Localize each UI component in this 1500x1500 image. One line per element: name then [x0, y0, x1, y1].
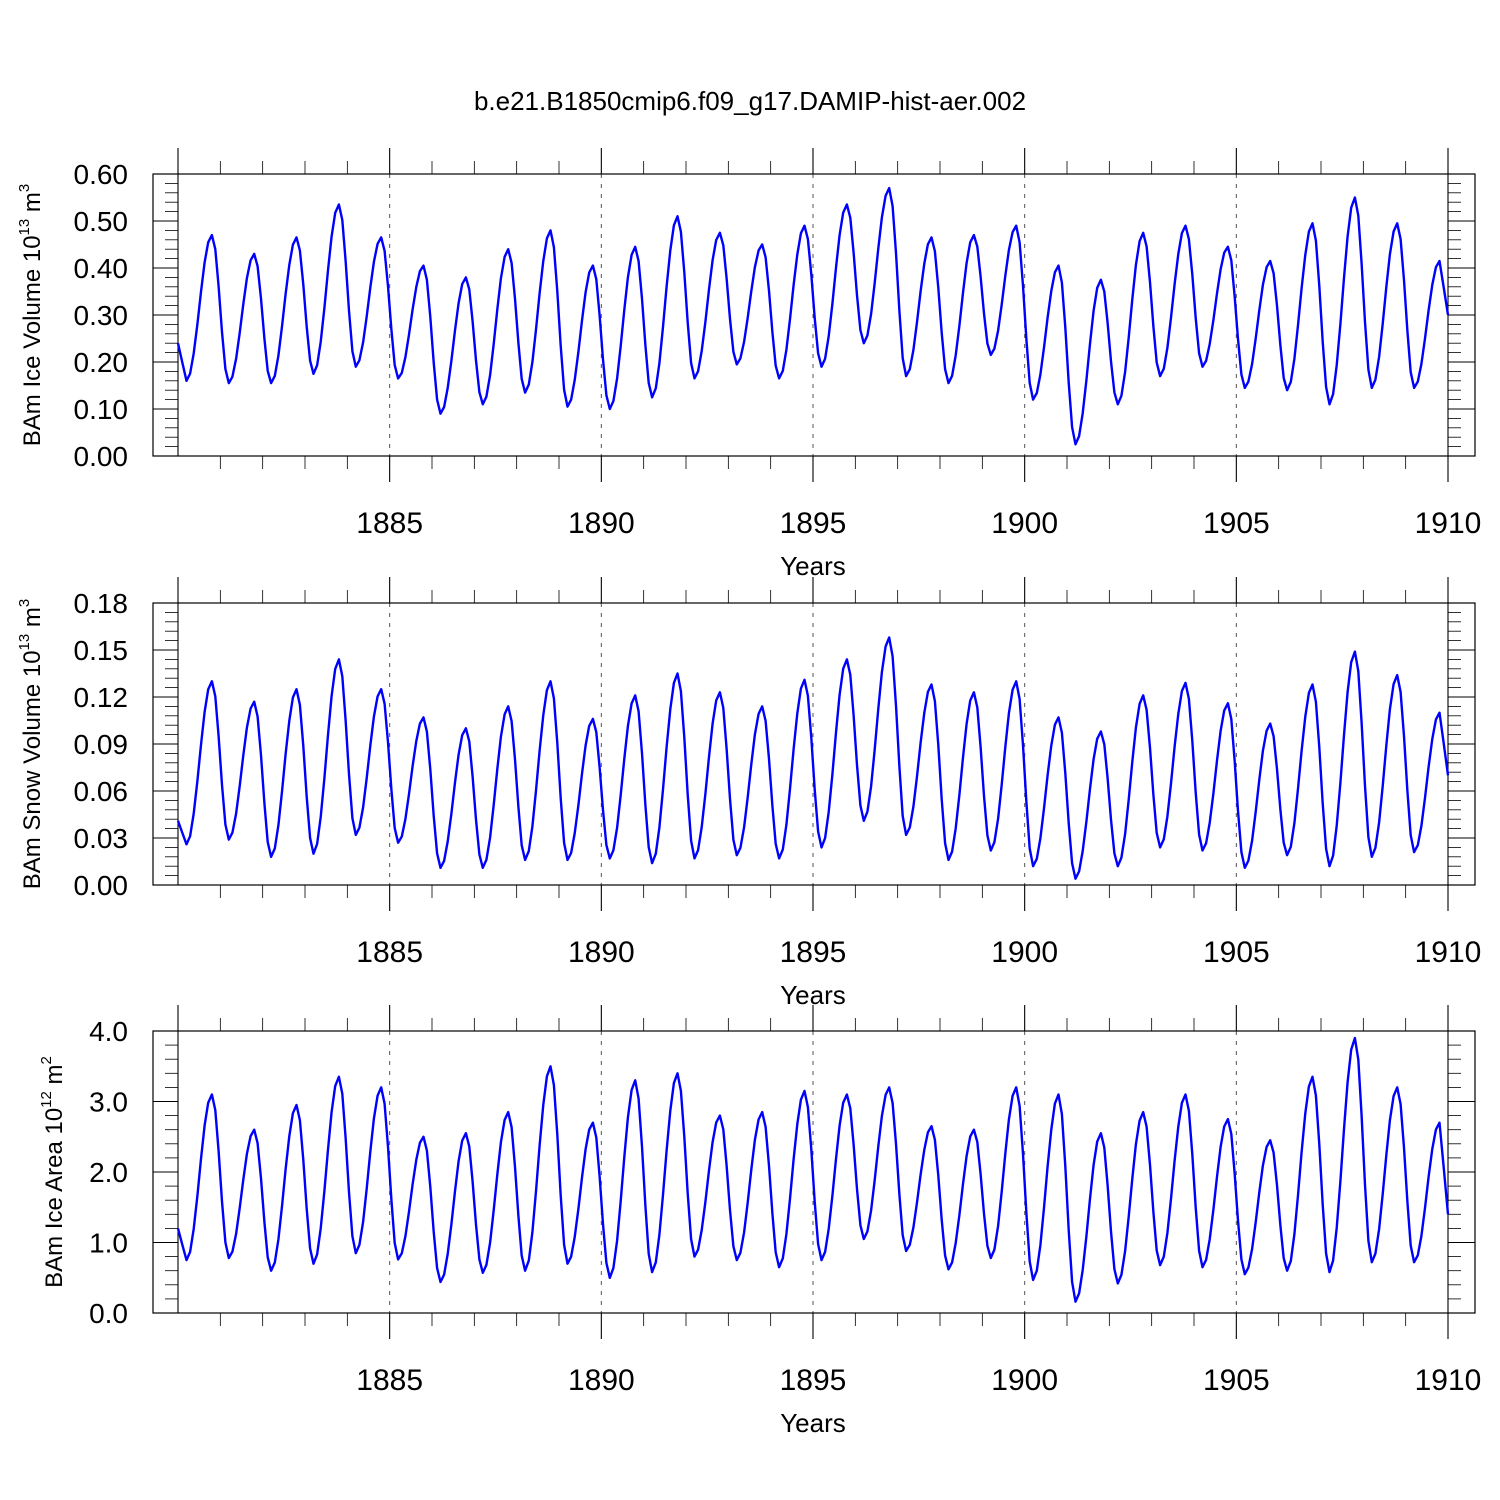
x-tick-label: 1910 [1415, 1364, 1482, 1397]
x-tick-label: 1910 [1415, 507, 1482, 540]
x-tick-label: 1905 [1203, 507, 1270, 540]
y-tick-label: 3.0 [89, 1087, 128, 1118]
y-tick-label: 0.30 [74, 300, 129, 331]
series-line [176, 186, 1450, 446]
x-tick-label: 1890 [568, 507, 635, 540]
y-tick-label: 0.40 [74, 253, 129, 284]
y-tick-label: 0.60 [74, 159, 129, 190]
panel-1: 0.00 0.10 0.20 0.30 0.40 0.50 0.60 1885 1890 1895… [16, 148, 1481, 581]
y-tick-label: 0.00 [74, 870, 129, 901]
x-tick-label: 1895 [780, 1364, 847, 1397]
y-tick-label: 1.0 [89, 1228, 128, 1259]
y-tick-label: 0.0 [89, 1298, 128, 1329]
y-axis-label: BAm Ice Volume 1013 m3 [16, 184, 46, 446]
x-tick-label: 1895 [780, 507, 847, 540]
y-tick-label: 0.50 [74, 206, 129, 237]
x-tick-label: 1900 [991, 936, 1058, 969]
y-tick-label: 0.06 [74, 776, 129, 807]
figure-title: b.e21.B1850cmip6.f09_g17.DAMIP-hist-aer.… [474, 86, 1026, 116]
x-tick-label: 1885 [356, 936, 423, 969]
x-tick-label: 1890 [568, 936, 635, 969]
x-tick-label: 1885 [356, 1364, 423, 1397]
series-line [176, 636, 1450, 880]
y-tick-label: 4.0 [89, 1016, 128, 1047]
y-tick-label: 2.0 [89, 1157, 128, 1188]
x-tick-label: 1905 [1203, 936, 1270, 969]
x-axis-label: Years [780, 551, 846, 581]
y-axis-label: BAm Snow Volume 1013 m3 [16, 599, 46, 890]
plot-frame [152, 602, 1476, 886]
y-tick-label: 0.09 [74, 729, 129, 760]
x-tick-label: 1900 [991, 507, 1058, 540]
panel-2: 0.00 0.03 0.06 0.09 0.12 0.15 0.18 1885 1890 1895… [16, 577, 1481, 1010]
panel-3: 0.0 1.0 2.0 3.0 4.0 1885 1890 1895 1900 1905 1910 Y… [38, 1005, 1481, 1438]
series-line [176, 1036, 1450, 1303]
y-axis-label: BAm Ice Area 1012 m2 [38, 1056, 68, 1288]
x-tick-label: 1900 [991, 1364, 1058, 1397]
x-tick-label: 1895 [780, 936, 847, 969]
y-tick-label: 0.10 [74, 394, 129, 425]
y-tick-label: 0.00 [74, 441, 129, 472]
x-axis-label: Years [780, 1408, 846, 1438]
x-tick-label: 1905 [1203, 1364, 1270, 1397]
y-tick-label: 0.20 [74, 347, 129, 378]
x-tick-label: 1885 [356, 507, 423, 540]
y-tick-label: 0.15 [74, 635, 129, 666]
y-tick-label: 0.03 [74, 823, 129, 854]
x-tick-label: 1910 [1415, 936, 1482, 969]
y-tick-label: 0.18 [74, 588, 129, 619]
x-tick-label: 1890 [568, 1364, 635, 1397]
y-tick-label: 0.12 [74, 682, 129, 713]
